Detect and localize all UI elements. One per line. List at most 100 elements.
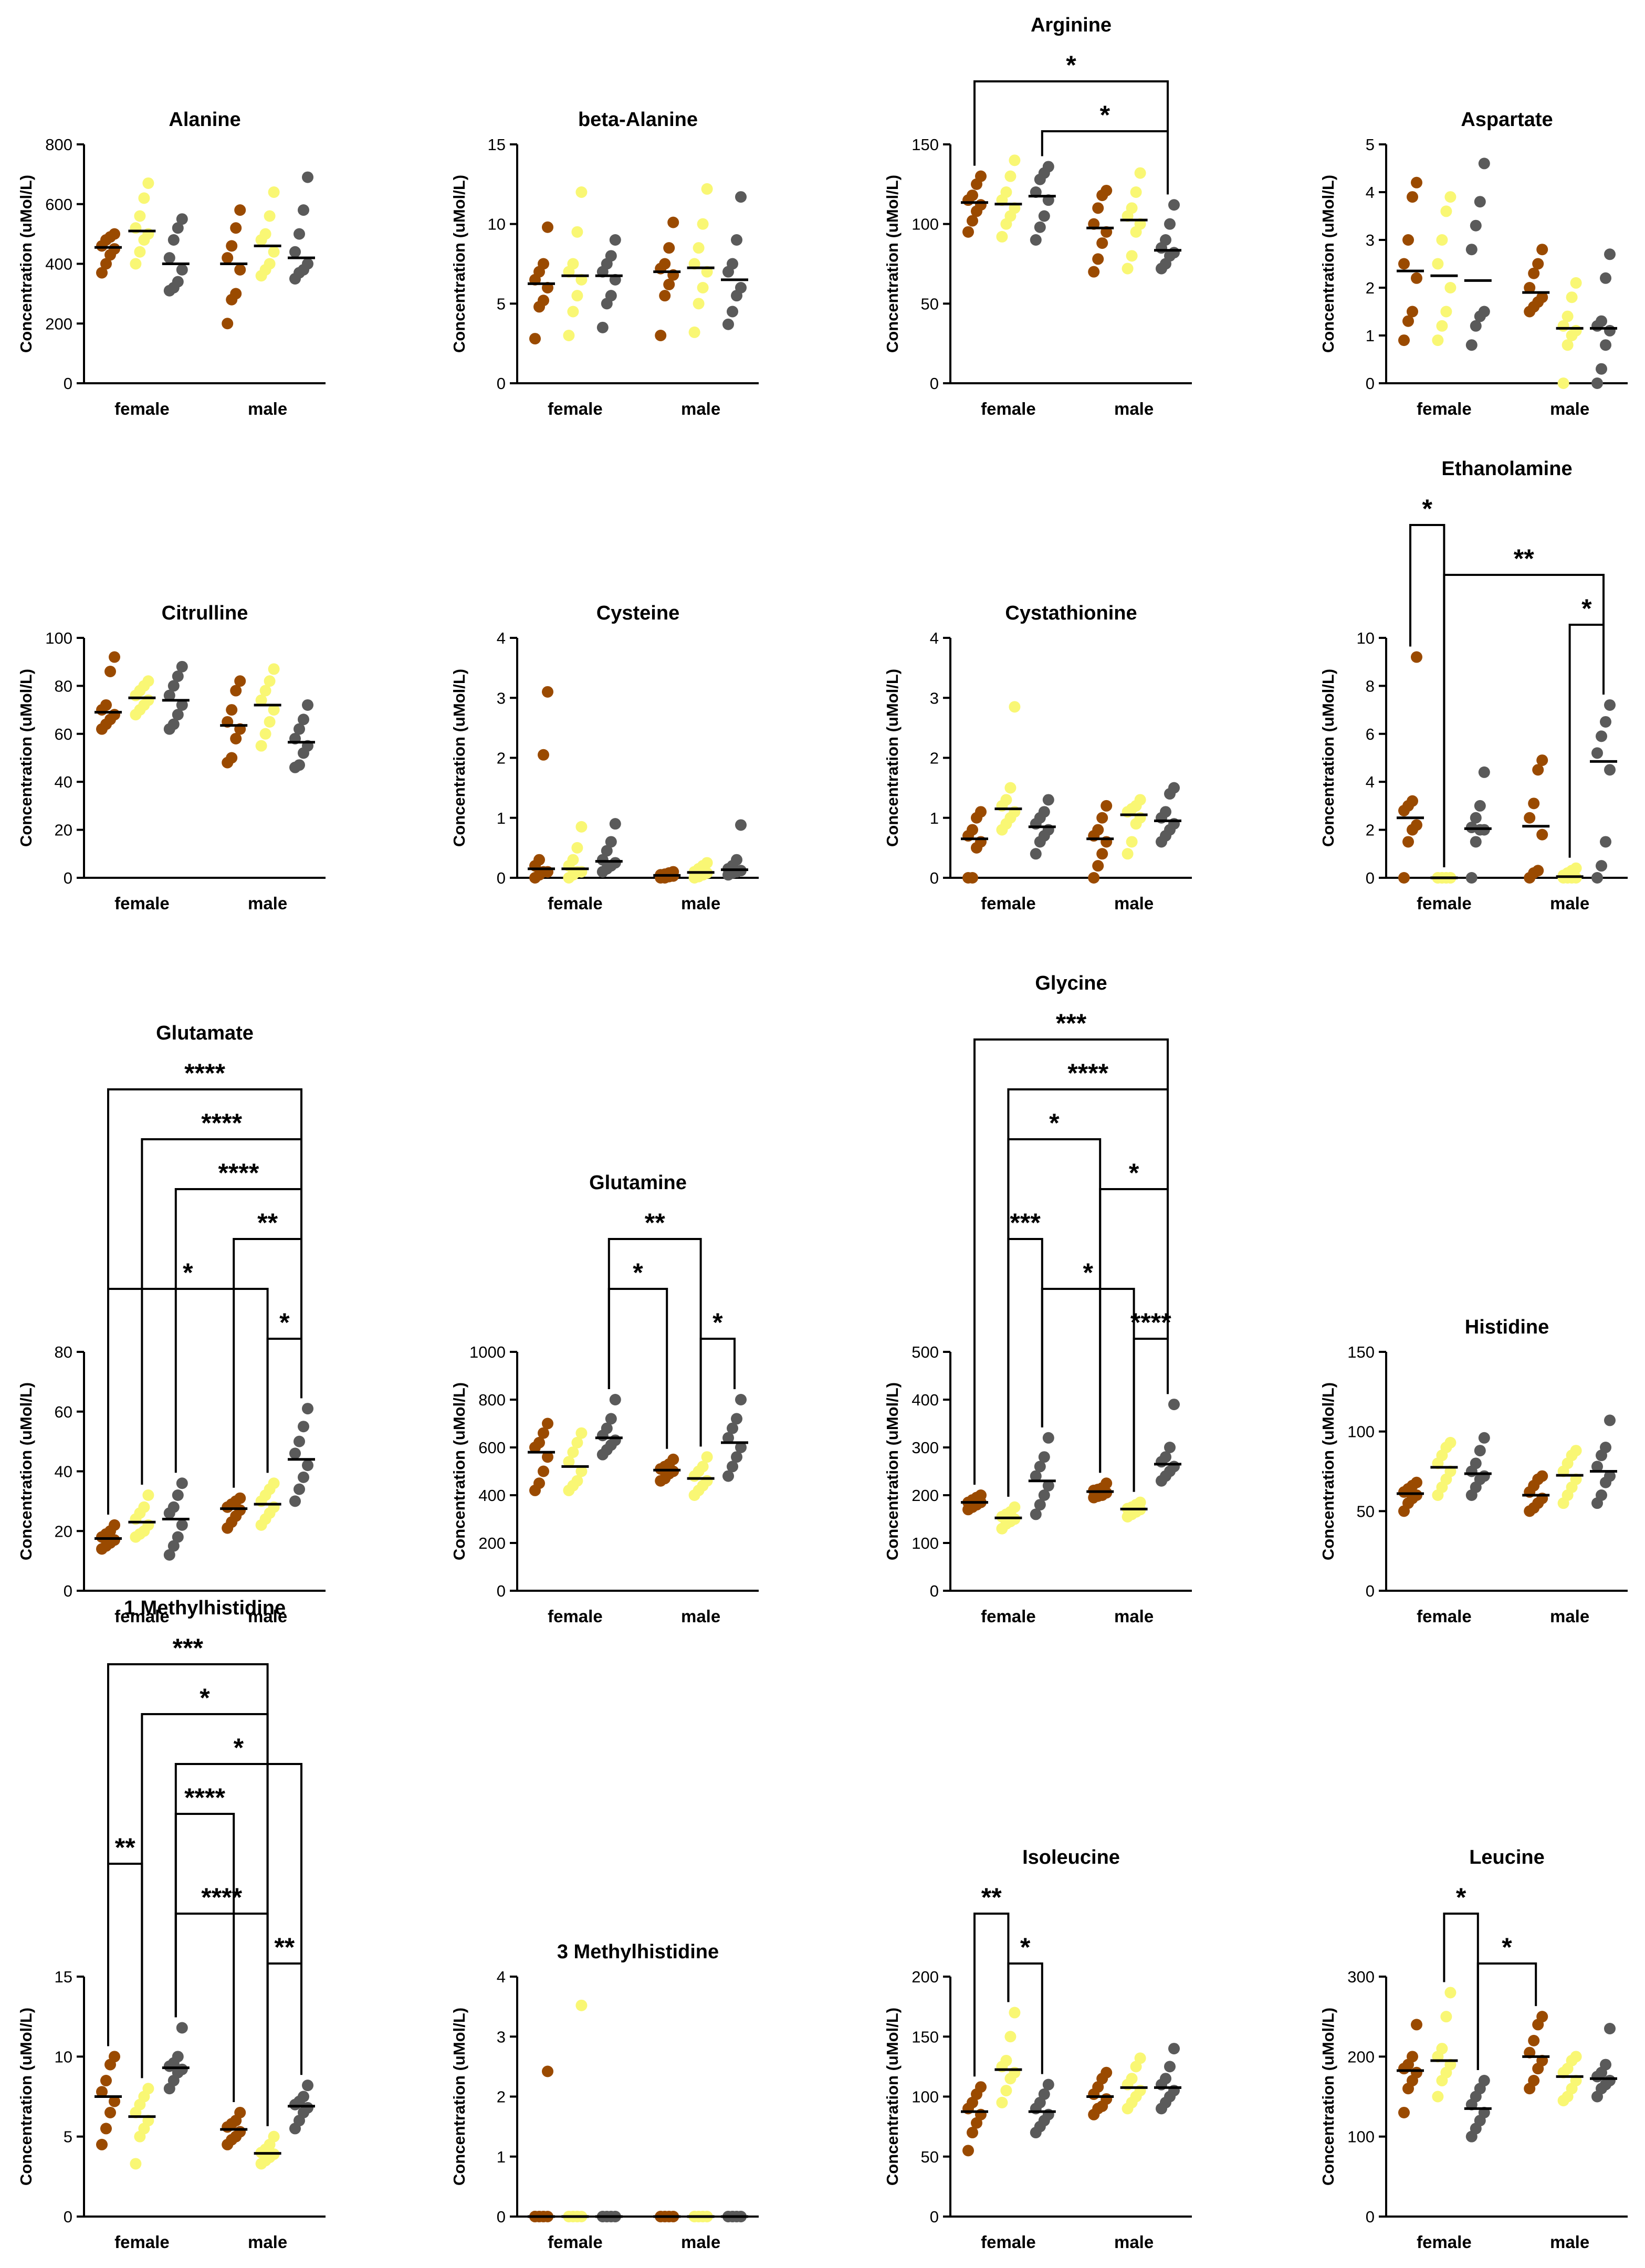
y-tick-label: 0 xyxy=(64,2208,72,2226)
data-point-yellow xyxy=(1436,320,1448,332)
x-tick-label: female xyxy=(114,2232,170,2252)
x-tick-label: male xyxy=(681,1606,720,1626)
data-point-yellow xyxy=(1134,167,1146,179)
significance-bracket xyxy=(1041,130,1169,195)
data-point-brown xyxy=(538,749,549,761)
y-tick-label: 2 xyxy=(497,2088,506,2106)
x-tick-label: male xyxy=(1550,894,1589,913)
data-point-gray xyxy=(172,276,184,288)
y-axis-label: Concentration (uMol/L) xyxy=(17,1382,35,1560)
data-point-gray xyxy=(1604,1414,1616,1426)
data-point-gray xyxy=(298,1421,309,1433)
significance-label: * xyxy=(1456,1883,1466,1912)
data-point-gray xyxy=(1042,161,1054,173)
data-point-gray xyxy=(1604,1470,1616,1482)
data-point-gray xyxy=(1465,244,1478,256)
data-point-yellow xyxy=(1562,310,1574,322)
data-point-yellow xyxy=(134,210,146,222)
y-tick-label: 200 xyxy=(911,1486,939,1505)
chart-glutamine: 0 200 400 600 800 1000 female male Concentration… xyxy=(450,1172,759,1626)
significance-bracket xyxy=(607,1288,668,1449)
chart-aspartate: 0 1 2 3 4 5 female male Concentration (uMol/L) As… xyxy=(1319,109,1628,418)
significance-bracket xyxy=(607,1238,702,1447)
significance-label: ** xyxy=(274,1933,295,1962)
y-tick-label: 150 xyxy=(911,135,939,154)
y-tick-label: 500 xyxy=(911,1343,939,1361)
y-tick-label: 800 xyxy=(478,1391,506,1409)
y-tick-label: 400 xyxy=(911,1391,939,1409)
data-point-gray xyxy=(1034,1499,1046,1511)
y-axis-label: Concentration (uMol/L) xyxy=(1319,2008,1337,2186)
data-point-yellow xyxy=(268,186,280,198)
data-point-yellow xyxy=(142,675,154,687)
y-axis-label: Concentration (uMol/L) xyxy=(450,175,468,353)
data-point-yellow xyxy=(697,1461,709,1473)
data-point-yellow xyxy=(575,1427,588,1439)
significance-label: **** xyxy=(1130,1308,1171,1337)
data-point-gray xyxy=(1470,836,1482,848)
data-point-brown xyxy=(1536,828,1548,841)
data-point-gray xyxy=(609,1434,621,1446)
data-point-gray xyxy=(1038,1451,1050,1463)
data-point-yellow xyxy=(130,2158,142,2170)
significance-label: * xyxy=(1049,1108,1060,1138)
data-point-brown xyxy=(1398,2106,1410,2118)
data-point-brown xyxy=(104,665,116,677)
data-point-gray xyxy=(1168,1461,1180,1473)
data-point-gray xyxy=(163,1549,175,1561)
data-point-gray xyxy=(1042,1479,1054,1492)
data-point-gray xyxy=(731,1451,742,1463)
y-tick-label: 0 xyxy=(497,2208,506,2226)
data-point-brown xyxy=(975,170,987,182)
data-point-brown xyxy=(109,228,120,240)
chart-title: Leucine xyxy=(1469,1846,1545,1868)
y-tick-label: 4 xyxy=(497,1968,506,1986)
x-tick-label: female xyxy=(981,894,1036,913)
data-point-gray xyxy=(735,282,747,293)
data-point-brown xyxy=(1402,836,1414,848)
data-point-brown xyxy=(655,330,667,341)
data-point-gray xyxy=(1168,2043,1180,2055)
significance-label: *** xyxy=(173,1633,204,1663)
y-tick-label: 8 xyxy=(1366,677,1375,695)
data-point-brown xyxy=(1407,191,1418,203)
data-point-brown xyxy=(1398,872,1410,884)
significance-bracket xyxy=(973,1038,1169,1485)
data-point-brown xyxy=(967,190,978,202)
data-point-gray xyxy=(1591,872,1603,884)
data-point-gray xyxy=(172,2051,184,2063)
data-point-yellow xyxy=(1432,2091,1444,2103)
x-tick-label: male xyxy=(1114,399,1154,418)
data-point-brown xyxy=(1092,860,1104,872)
data-point-brown xyxy=(1096,812,1108,824)
data-point-gray xyxy=(1474,800,1486,812)
data-point-gray xyxy=(1596,730,1607,742)
data-point-brown xyxy=(1407,2051,1418,2063)
significance-label: ** xyxy=(645,1208,665,1237)
data-point-yellow xyxy=(1004,170,1017,182)
chart-ethanolamine: 0 2 4 6 8 10 female male Concentration (uMol/L) *… xyxy=(1319,458,1628,913)
data-point-gray xyxy=(167,680,180,692)
data-point-yellow xyxy=(697,282,709,293)
data-point-yellow xyxy=(697,218,709,230)
significance-label: **** xyxy=(201,1108,242,1138)
data-point-brown xyxy=(100,2075,112,2087)
x-tick-label: male xyxy=(681,399,720,418)
significance-bracket xyxy=(233,1238,302,1488)
y-tick-label: 0 xyxy=(497,1582,506,1600)
data-point-gray xyxy=(167,1540,180,1552)
data-point-gray xyxy=(1604,2023,1616,2035)
y-tick-label: 0 xyxy=(930,2208,939,2226)
chart-title: Glutamine xyxy=(589,1172,687,1194)
significance-label: **** xyxy=(1067,1058,1108,1088)
y-tick-label: 100 xyxy=(911,2088,939,2106)
data-point-gray xyxy=(735,191,747,203)
data-point-gray xyxy=(1034,1461,1046,1473)
data-point-brown xyxy=(967,824,978,836)
y-tick-label: 4 xyxy=(497,629,506,647)
data-point-gray xyxy=(1600,716,1611,728)
data-point-brown xyxy=(226,240,238,252)
chart-title: Citrulline xyxy=(162,602,248,624)
y-tick-label: 1 xyxy=(497,2148,506,2166)
significance-bracket xyxy=(1568,624,1605,858)
